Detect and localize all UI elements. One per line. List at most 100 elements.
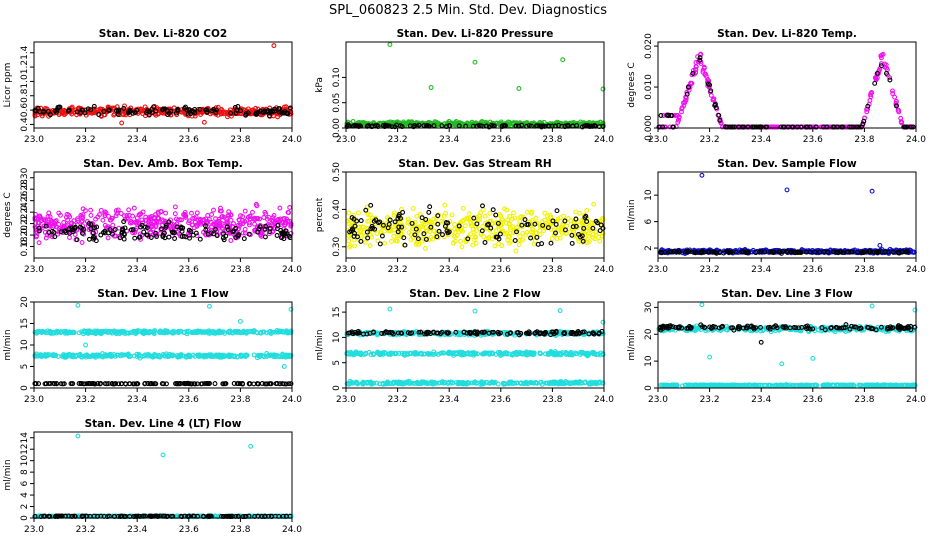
data-point [893,95,897,99]
data-point [127,208,131,212]
x-tick-label: 23.6 [491,265,511,275]
data-points [33,304,293,387]
x-tick-label: 23.4 [751,135,771,145]
data-point [513,239,517,243]
plot-frame [658,172,916,258]
data-point [488,211,492,215]
data-point [878,244,882,248]
y-tick-label: 0.020 [644,33,654,59]
y-tick-label: 10 [20,339,30,351]
data-point [262,216,266,220]
data-point [89,214,93,218]
data-point [428,205,432,209]
data-point [368,244,372,248]
y-tick-label: 1.0 [20,74,30,89]
data-point [534,216,538,220]
y-tick-label: 0.50 [332,162,342,182]
x-tick-label: 23.4 [751,265,771,275]
data-point [481,204,485,208]
x-tick-label: 23.2 [76,265,96,275]
y-tick-label: 0.8 [20,88,30,103]
data-points [657,52,915,129]
y-tick-label: 1.4 [20,45,30,60]
panel-title: Stan. Dev. Line 2 Flow [409,288,541,300]
data-point [461,207,465,211]
data-point [460,245,464,249]
data-point [538,229,542,233]
y-tick-label: 15 [20,318,30,329]
data-point [518,220,522,224]
x-tick-label: 24.0 [594,265,614,275]
data-point [525,210,529,214]
x-tick-label: 23.0 [24,395,44,405]
x-tick-label: 24.0 [594,135,614,145]
data-point [471,243,475,247]
data-point [378,242,382,246]
data-point [278,206,282,210]
data-points [346,202,605,253]
y-tick-label: 0.30 [20,167,30,187]
data-point [443,203,447,207]
data-point [497,242,501,246]
data-point [213,382,217,386]
data-point [133,236,137,240]
data-point [659,114,663,118]
data-point [210,213,214,217]
panel-title: Stan. Dev. Line 1 Flow [97,288,229,300]
data-point [243,209,247,213]
x-tick-label: 24.0 [282,265,302,275]
data-point [512,211,516,215]
data-points [659,173,917,255]
data-point [275,234,279,238]
data-points [33,202,293,244]
x-tick-label: 24.0 [282,395,302,405]
y-tick-label: 0.40 [332,199,342,219]
data-point [191,233,195,237]
data-point [464,224,468,228]
figure-title: SPL_060823 2.5 Min. Std. Dev. Diagnostic… [329,3,607,18]
data-point [80,241,84,245]
y-axis-label: ml/min [627,199,637,230]
data-point [494,229,498,233]
data-point [473,60,477,64]
y-axis-label: ml/min [3,329,13,360]
data-point [517,243,521,247]
data-point [202,120,206,124]
data-point [549,241,553,245]
data-point [483,214,487,218]
data-points [33,44,293,125]
x-tick-label: 23.2 [388,135,408,145]
panel-title: Stan. Dev. Amb. Box Temp. [83,158,242,170]
data-point [429,86,433,90]
data-point [190,211,194,215]
data-point [164,211,168,215]
y-axis: 0.40.60.81.01.21.4 [20,45,34,131]
data-point [242,237,246,241]
data-point [89,208,93,212]
plot-frame [34,172,292,258]
y-tick-label: 0.6 [20,103,30,118]
data-point [173,212,177,216]
x-tick-label: 23.2 [700,135,720,145]
x-tick-label: 23.4 [439,135,459,145]
data-point [288,206,292,210]
data-point [383,241,387,245]
data-point [106,236,110,240]
data-point [483,241,487,245]
data-point [694,61,698,65]
x-tick-label: 23.8 [854,265,874,275]
y-tick-label: 1.2 [20,60,30,74]
data-point [347,211,351,215]
panel-title: Stan. Dev. Li-820 Temp. [717,28,857,40]
